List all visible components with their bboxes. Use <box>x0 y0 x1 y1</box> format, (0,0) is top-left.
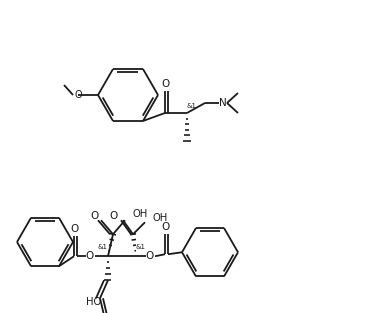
Text: O: O <box>162 79 170 89</box>
Text: &1: &1 <box>187 103 197 109</box>
Text: O: O <box>74 90 82 100</box>
Text: O: O <box>71 224 79 234</box>
Text: &1: &1 <box>136 244 146 250</box>
Text: O: O <box>86 251 94 261</box>
Text: O: O <box>162 222 170 232</box>
Text: OH: OH <box>153 213 168 223</box>
Text: O: O <box>110 211 118 221</box>
Text: O: O <box>146 251 154 261</box>
Text: O: O <box>91 211 99 221</box>
Text: OH: OH <box>133 209 148 219</box>
Text: N: N <box>219 98 227 108</box>
Text: HO: HO <box>86 297 101 307</box>
Text: &1: &1 <box>98 244 108 250</box>
